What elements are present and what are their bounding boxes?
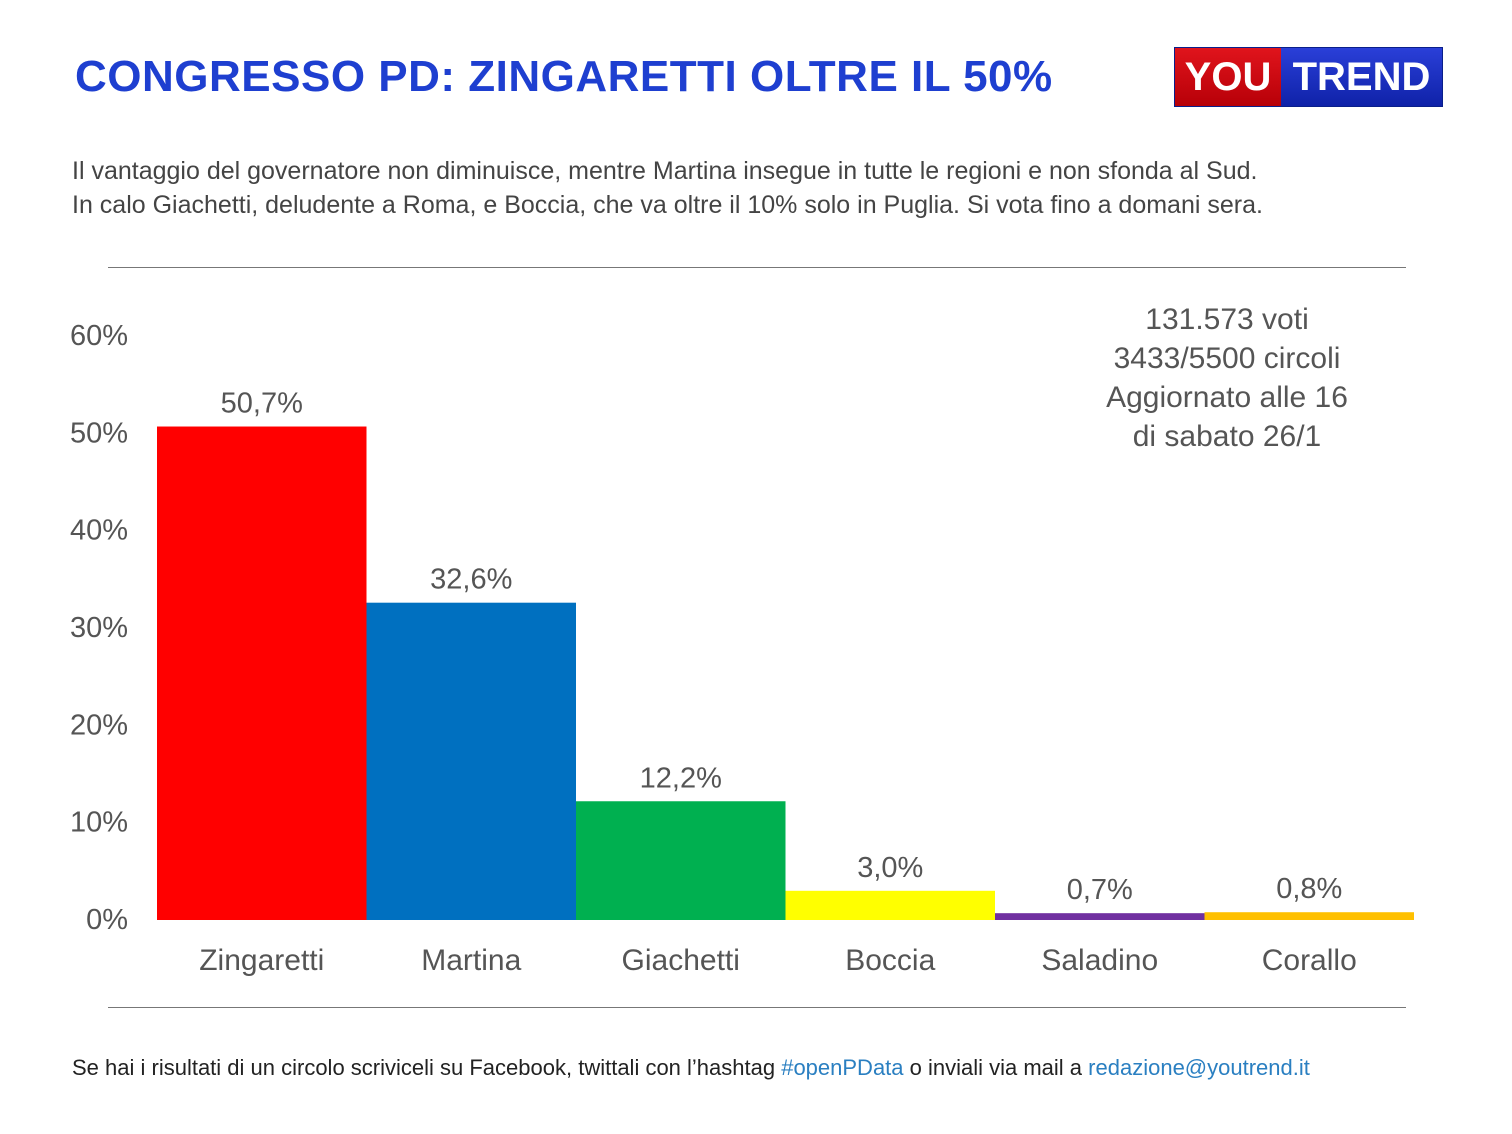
y-tick-label: 10%: [70, 807, 128, 839]
info-votes: 131.573 voti: [1145, 303, 1309, 336]
footer-email-link[interactable]: redazione@youtrend.it: [1088, 1055, 1310, 1080]
bar-boccia: [785, 890, 995, 920]
x-category-label: Giachetti: [622, 944, 740, 977]
info-circles: 3433/5500 circoli: [1113, 342, 1341, 375]
subtitle-line-1: Il vantaggio del governatore non diminui…: [72, 157, 1258, 185]
y-tick-label: 50%: [70, 417, 128, 449]
chart-title: CONGRESSO PD: ZINGARETTI OLTRE IL 50%: [75, 52, 1053, 101]
x-category-label: Corallo: [1262, 944, 1357, 977]
bar-corallo: [1204, 912, 1414, 920]
bar-saladino: [995, 913, 1205, 920]
data-label: 32,6%: [430, 564, 512, 596]
data-label: 0,7%: [1067, 874, 1133, 906]
y-tick-label: 20%: [70, 709, 128, 741]
y-tick-label: 0%: [86, 904, 128, 936]
youtrend-logo: YOU TREND: [1174, 47, 1443, 107]
x-category-label: Martina: [421, 944, 521, 977]
y-tick-label: 40%: [70, 515, 128, 547]
bar-zingaretti: [157, 426, 367, 920]
x-category-label: Saladino: [1041, 944, 1158, 977]
footer-note: Se hai i risultati di un circolo scrivic…: [72, 1055, 1310, 1081]
x-category-label: Zingaretti: [199, 944, 324, 977]
data-label: 3,0%: [857, 852, 923, 884]
logo-you: YOU: [1175, 48, 1281, 106]
logo-trend: TREND: [1281, 48, 1442, 106]
footer-hashtag-link[interactable]: #openPData: [781, 1055, 904, 1080]
y-tick-label: 60%: [70, 320, 128, 352]
footer-text-2: o inviali via mail a: [903, 1055, 1089, 1080]
subtitle-line-2: In calo Giachetti, deludente a Roma, e B…: [72, 191, 1263, 219]
info-date: di sabato 26/1: [1132, 420, 1322, 453]
data-label: 12,2%: [640, 762, 722, 794]
bar-martina: [366, 602, 576, 920]
y-tick-label: 30%: [70, 612, 128, 644]
bar-giachetti: [576, 801, 786, 920]
data-label: 0,8%: [1276, 873, 1342, 905]
data-label: 50,7%: [221, 388, 303, 420]
footer-text-1: Se hai i risultati di un circolo scrivic…: [72, 1055, 782, 1080]
top-divider: [108, 267, 1406, 268]
chart-subtitle: Il vantaggio del governatore non diminui…: [72, 154, 1263, 222]
info-updated: Aggiornato alle 16: [1106, 381, 1348, 414]
bottom-divider: [108, 1007, 1406, 1008]
x-category-label: Boccia: [845, 944, 935, 977]
info-box: 131.573 voti 3433/5500 circoli Aggiornat…: [1080, 300, 1374, 456]
